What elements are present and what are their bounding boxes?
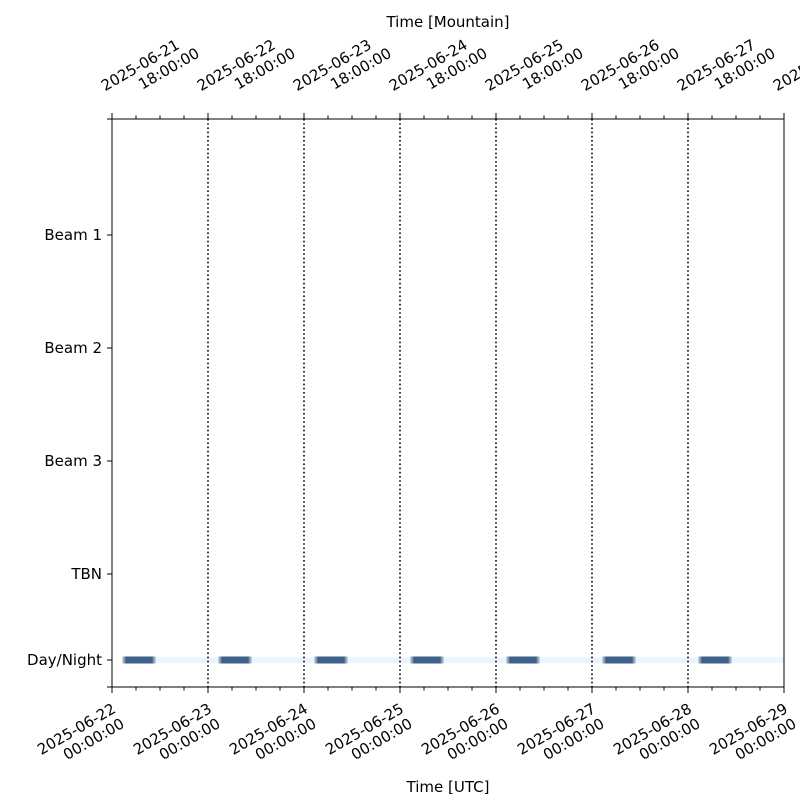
y-label: Beam 1: [44, 226, 102, 244]
y-label: TBN: [70, 565, 102, 583]
x-axis-title-bottom: Time [UTC]: [406, 778, 490, 796]
day-strip: [124, 657, 784, 663]
top-tick-label: 2025-06-2818:00:00: [770, 36, 800, 95]
plot-frame: [111, 118, 785, 688]
day-night-strip: [122, 656, 784, 664]
night-bar-4: [410, 656, 444, 664]
night-bar-2: [218, 656, 252, 664]
x-axis-title-top: Time [Mountain]: [385, 13, 509, 31]
night-bar-7: [698, 656, 732, 664]
night-bar-5: [506, 656, 540, 664]
night-bar-3: [314, 656, 348, 664]
top-tick-date: 2025-06-28: [770, 36, 800, 95]
y-axis-labels: Day/Night TBN Beam 3 Beam 2 Beam 1: [27, 226, 102, 669]
top-tick-labels: 2025-06-2118:00:002025-06-2218:00:002025…: [98, 36, 800, 95]
day-boundary-lines: [207, 119, 689, 687]
axis-ticks: [107, 113, 785, 693]
y-label: Beam 2: [44, 339, 102, 357]
y-label: Day/Night: [27, 651, 102, 669]
y-label: Beam 3: [44, 452, 102, 470]
night-bar-6: [602, 656, 636, 664]
night-bar-1: [122, 656, 156, 664]
